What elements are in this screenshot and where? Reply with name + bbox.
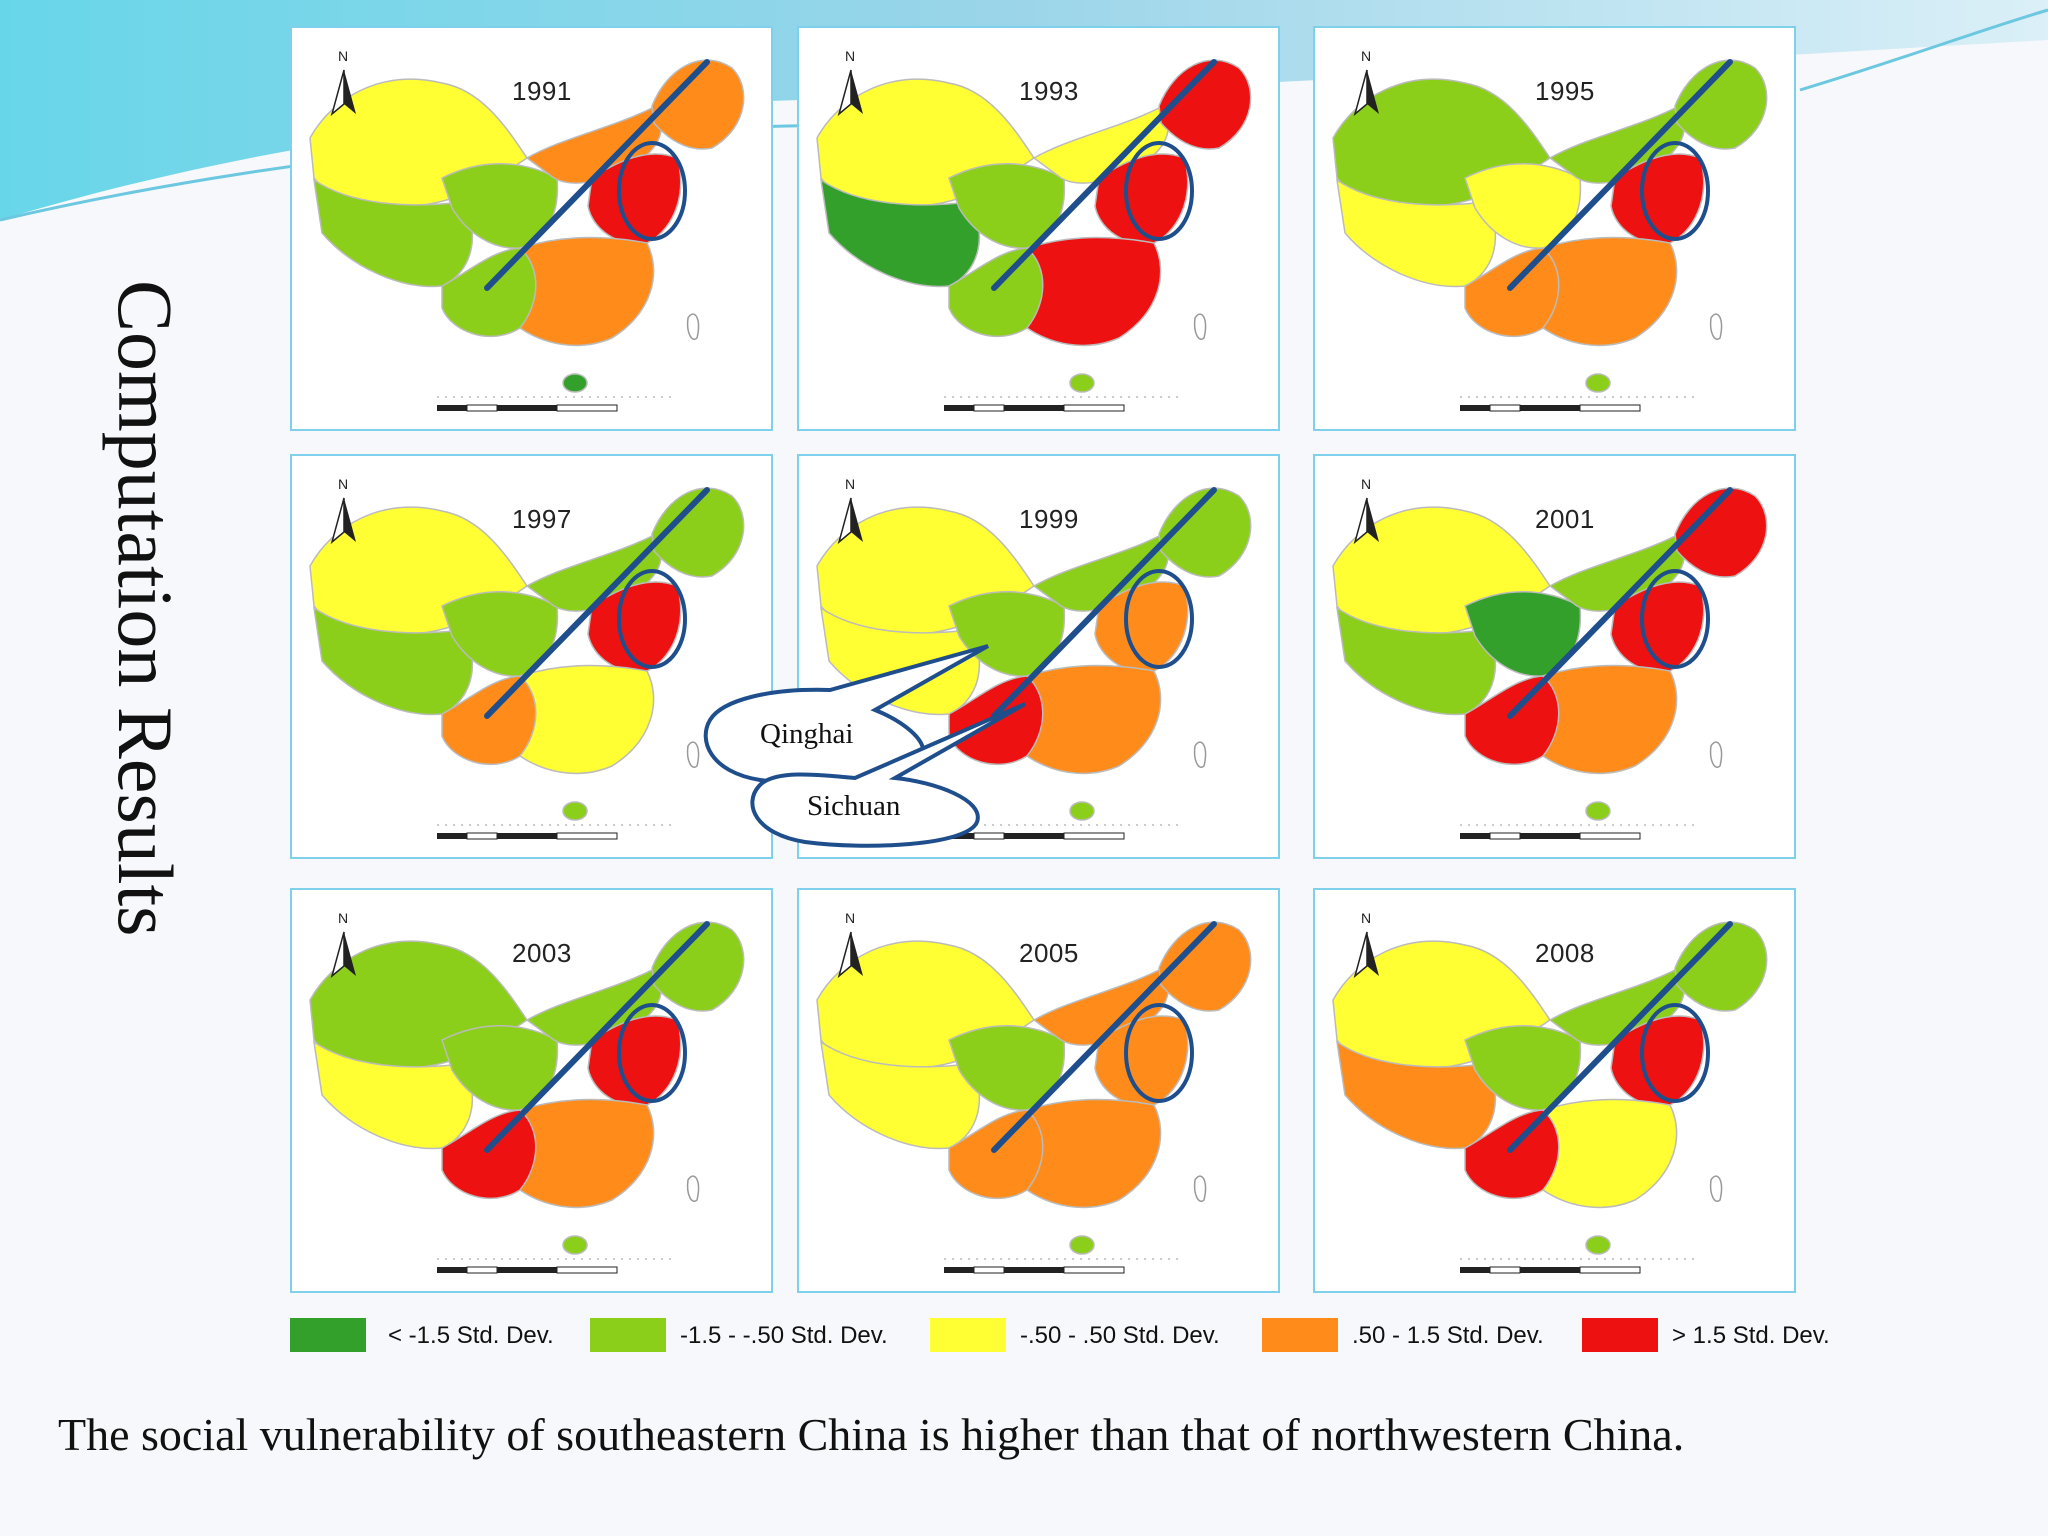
callout-qinghai-label: Qinghai — [760, 718, 854, 750]
north-arrow-icon — [330, 931, 356, 979]
divider-line — [991, 487, 1217, 719]
map-panel: 2003 N — [290, 888, 773, 1293]
map-year: 2003 — [512, 938, 572, 968]
highlight-ellipse — [617, 569, 687, 669]
legend-swatch — [1582, 1318, 1658, 1352]
china-map — [816, 921, 1252, 1255]
highlight-ellipse — [1124, 569, 1194, 669]
legend-swatch — [1262, 1318, 1338, 1352]
map-panel: 1997 N — [290, 454, 773, 859]
scale-bar-icon — [1460, 396, 1700, 412]
north-arrow-icon — [1353, 931, 1379, 979]
divider-line — [484, 921, 710, 1153]
highlight-ellipse — [1640, 141, 1710, 241]
map-panel: 2001 N — [1313, 454, 1796, 859]
north-label: N — [1361, 910, 1372, 926]
map-panel: 1993 N — [797, 26, 1280, 431]
map-year: 2008 — [1535, 938, 1595, 968]
divider-line — [484, 59, 710, 291]
slide-title: Computation Results — [102, 280, 189, 937]
highlight-ellipse — [1124, 141, 1194, 241]
legend: < -1.5 Std. Dev. -1.5 - -.50 Std. Dev. -… — [290, 1316, 1850, 1356]
legend-swatch — [290, 1318, 366, 1352]
north-arrow-icon — [330, 497, 356, 545]
scale-bar-icon — [1460, 1258, 1700, 1274]
north-label: N — [1361, 476, 1372, 492]
map-year: 1995 — [1535, 76, 1595, 106]
slide-caption: The social vulnerability of southeastern… — [58, 1409, 1685, 1460]
north-arrow-icon — [837, 931, 863, 979]
divider-line — [1507, 487, 1733, 719]
china-map — [309, 921, 745, 1255]
north-label: N — [338, 910, 349, 926]
divider-line — [991, 921, 1217, 1153]
china-map — [1332, 921, 1768, 1255]
scale-bar-icon — [944, 1258, 1184, 1274]
north-arrow-icon — [1353, 69, 1379, 117]
callout-sichuan-bubble — [750, 702, 1026, 848]
divider-line — [991, 59, 1217, 291]
map-year: 1997 — [512, 504, 572, 534]
scale-bar-icon — [437, 824, 677, 840]
north-arrow-icon — [837, 497, 863, 545]
legend-label: .50 - 1.5 Std. Dev. — [1352, 1322, 1544, 1349]
china-map — [1332, 487, 1768, 821]
scale-bar-icon — [1460, 824, 1700, 840]
divider-line — [484, 487, 710, 719]
china-map — [816, 59, 1252, 393]
scale-bar-icon — [437, 396, 677, 412]
highlight-ellipse — [1124, 1003, 1194, 1103]
highlight-ellipse — [617, 1003, 687, 1103]
north-label: N — [845, 910, 856, 926]
china-map — [309, 487, 745, 821]
china-map — [309, 59, 745, 393]
legend-label: > 1.5 Std. Dev. — [1672, 1322, 1830, 1349]
legend-label: -1.5 - -.50 Std. Dev. — [680, 1322, 888, 1349]
legend-swatch — [590, 1318, 666, 1352]
divider-line — [1507, 59, 1733, 291]
divider-line — [1507, 921, 1733, 1153]
north-arrow-icon — [1353, 497, 1379, 545]
north-label: N — [338, 48, 349, 64]
map-year: 1993 — [1019, 76, 1079, 106]
north-arrow-icon — [837, 69, 863, 117]
china-map — [1332, 59, 1768, 393]
north-label: N — [1361, 48, 1372, 64]
map-year: 2005 — [1019, 938, 1079, 968]
map-year: 1999 — [1019, 504, 1079, 534]
legend-label: < -1.5 Std. Dev. — [388, 1322, 554, 1349]
map-panel: 2005 N — [797, 888, 1280, 1293]
scale-bar-icon — [944, 824, 1184, 840]
callout-sichuan-label: Sichuan — [807, 790, 901, 822]
north-label: N — [338, 476, 349, 492]
highlight-ellipse — [1640, 1003, 1710, 1103]
north-label: N — [845, 48, 856, 64]
map-year: 1991 — [512, 76, 572, 106]
map-panel: 1995 N — [1313, 26, 1796, 431]
north-arrow-icon — [330, 69, 356, 117]
scale-bar-icon — [944, 396, 1184, 412]
highlight-ellipse — [617, 141, 687, 241]
map-year: 2001 — [1535, 504, 1595, 534]
map-panel: 1991 N — [290, 26, 773, 431]
map-panel: 2008 N — [1313, 888, 1796, 1293]
legend-swatch — [930, 1318, 1006, 1352]
legend-label: -.50 - .50 Std. Dev. — [1020, 1322, 1220, 1349]
north-label: N — [845, 476, 856, 492]
highlight-ellipse — [1640, 569, 1710, 669]
scale-bar-icon — [437, 1258, 677, 1274]
